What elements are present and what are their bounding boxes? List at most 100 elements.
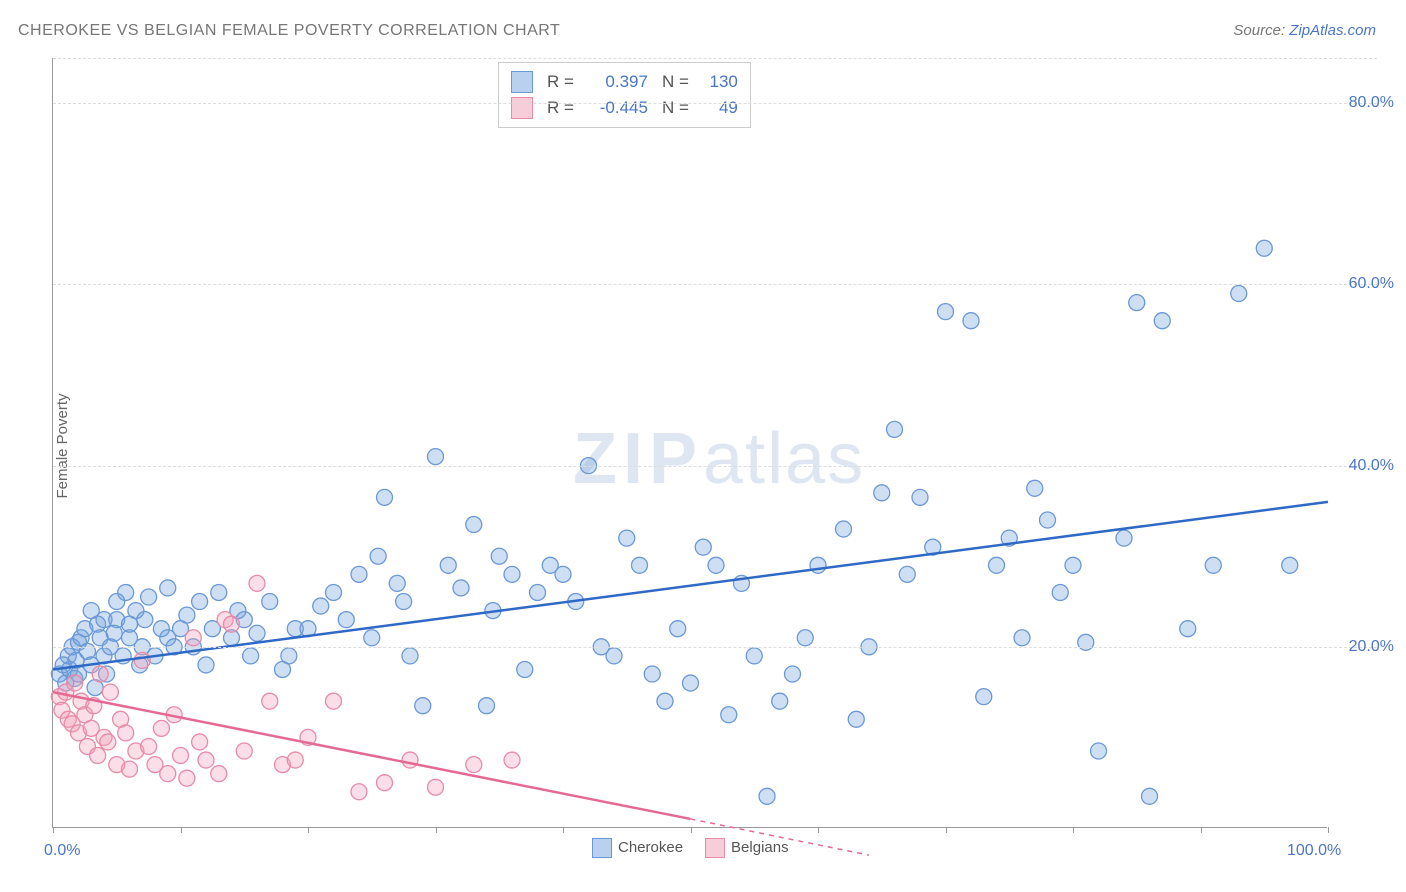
legend-label: Belgians xyxy=(731,839,789,856)
data-point xyxy=(173,748,189,764)
x-tick-label: 0.0% xyxy=(44,842,80,860)
data-point xyxy=(899,566,915,582)
y-tick-label: 20.0% xyxy=(1349,638,1394,656)
data-point xyxy=(262,693,278,709)
chart-plot-area: ZIPatlas R =0.397N =130R =-0.445N =49 xyxy=(52,58,1327,828)
data-point xyxy=(92,666,108,682)
data-point xyxy=(1129,295,1145,311)
data-point xyxy=(160,580,176,596)
stat-label: R = xyxy=(547,69,574,95)
stat-label: N = xyxy=(662,69,689,95)
series-legend: Cherokee Belgians xyxy=(592,838,789,858)
data-point xyxy=(708,557,724,573)
data-point xyxy=(440,557,456,573)
data-point xyxy=(377,489,393,505)
data-point xyxy=(1256,240,1272,256)
data-point xyxy=(1154,313,1170,329)
data-point xyxy=(313,598,329,614)
data-point xyxy=(963,313,979,329)
data-point xyxy=(530,584,546,600)
data-point xyxy=(179,607,195,623)
data-point xyxy=(1282,557,1298,573)
data-point xyxy=(338,612,354,628)
data-point xyxy=(517,661,533,677)
legend-swatch xyxy=(511,71,533,93)
y-tick-label: 40.0% xyxy=(1349,457,1394,475)
data-point xyxy=(211,766,227,782)
data-point xyxy=(351,784,367,800)
data-point xyxy=(100,734,116,750)
data-point xyxy=(396,594,412,610)
data-point xyxy=(249,575,265,591)
data-point xyxy=(198,752,214,768)
data-point xyxy=(491,548,507,564)
data-point xyxy=(1040,512,1056,528)
data-point xyxy=(466,517,482,533)
stat-r-value: -0.445 xyxy=(578,95,648,121)
source-attribution: Source: ZipAtlas.com xyxy=(1233,22,1376,39)
data-point xyxy=(224,616,240,632)
stat-r-value: 0.397 xyxy=(578,69,648,95)
stat-label: N = xyxy=(662,95,689,121)
data-point xyxy=(466,757,482,773)
data-point xyxy=(134,652,150,668)
data-point xyxy=(287,752,303,768)
data-point xyxy=(160,766,176,782)
data-point xyxy=(262,594,278,610)
legend-swatch xyxy=(705,838,725,858)
data-point xyxy=(644,666,660,682)
data-point xyxy=(479,698,495,714)
legend-item: Belgians xyxy=(705,838,789,858)
data-point xyxy=(657,693,673,709)
data-point xyxy=(198,657,214,673)
data-point xyxy=(179,770,195,786)
stat-label: R = xyxy=(547,95,574,121)
source-label: Source: xyxy=(1233,22,1289,39)
data-point xyxy=(887,421,903,437)
data-point xyxy=(1078,634,1094,650)
trend-line xyxy=(53,502,1328,670)
data-point xyxy=(504,566,520,582)
data-point xyxy=(683,675,699,691)
legend-item: Cherokee xyxy=(592,838,683,858)
source-link[interactable]: ZipAtlas.com xyxy=(1289,22,1376,39)
data-point xyxy=(721,707,737,723)
data-point xyxy=(772,693,788,709)
data-point xyxy=(632,557,648,573)
data-point xyxy=(785,666,801,682)
data-point xyxy=(415,698,431,714)
correlation-stats-box: R =0.397 N =130 R =-0.445 N =49 xyxy=(498,62,751,128)
data-point xyxy=(1027,480,1043,496)
data-point xyxy=(1065,557,1081,573)
data-point xyxy=(428,449,444,465)
data-point xyxy=(364,630,380,646)
data-point xyxy=(377,775,393,791)
legend-swatch xyxy=(511,97,533,119)
data-point xyxy=(141,589,157,605)
data-point xyxy=(912,489,928,505)
data-point xyxy=(428,779,444,795)
data-point xyxy=(848,711,864,727)
data-point xyxy=(122,761,138,777)
data-point xyxy=(938,304,954,320)
data-point xyxy=(141,738,157,754)
data-point xyxy=(759,788,775,804)
data-point xyxy=(370,548,386,564)
data-point xyxy=(504,752,520,768)
stat-n-value: 49 xyxy=(693,95,738,121)
data-point xyxy=(351,566,367,582)
stats-row: R =-0.445 N =49 xyxy=(511,95,738,121)
data-point xyxy=(1231,286,1247,302)
legend-swatch xyxy=(592,838,612,858)
data-point xyxy=(118,725,134,741)
chart-title: CHEROKEE VS BELGIAN FEMALE POVERTY CORRE… xyxy=(18,22,560,40)
data-point xyxy=(453,580,469,596)
stat-n-value: 130 xyxy=(693,69,738,95)
data-point xyxy=(67,675,83,691)
data-point xyxy=(836,521,852,537)
data-point xyxy=(211,584,227,600)
data-point xyxy=(746,648,762,664)
stats-row: R =0.397 N =130 xyxy=(511,69,738,95)
data-point xyxy=(555,566,571,582)
data-point xyxy=(153,720,169,736)
